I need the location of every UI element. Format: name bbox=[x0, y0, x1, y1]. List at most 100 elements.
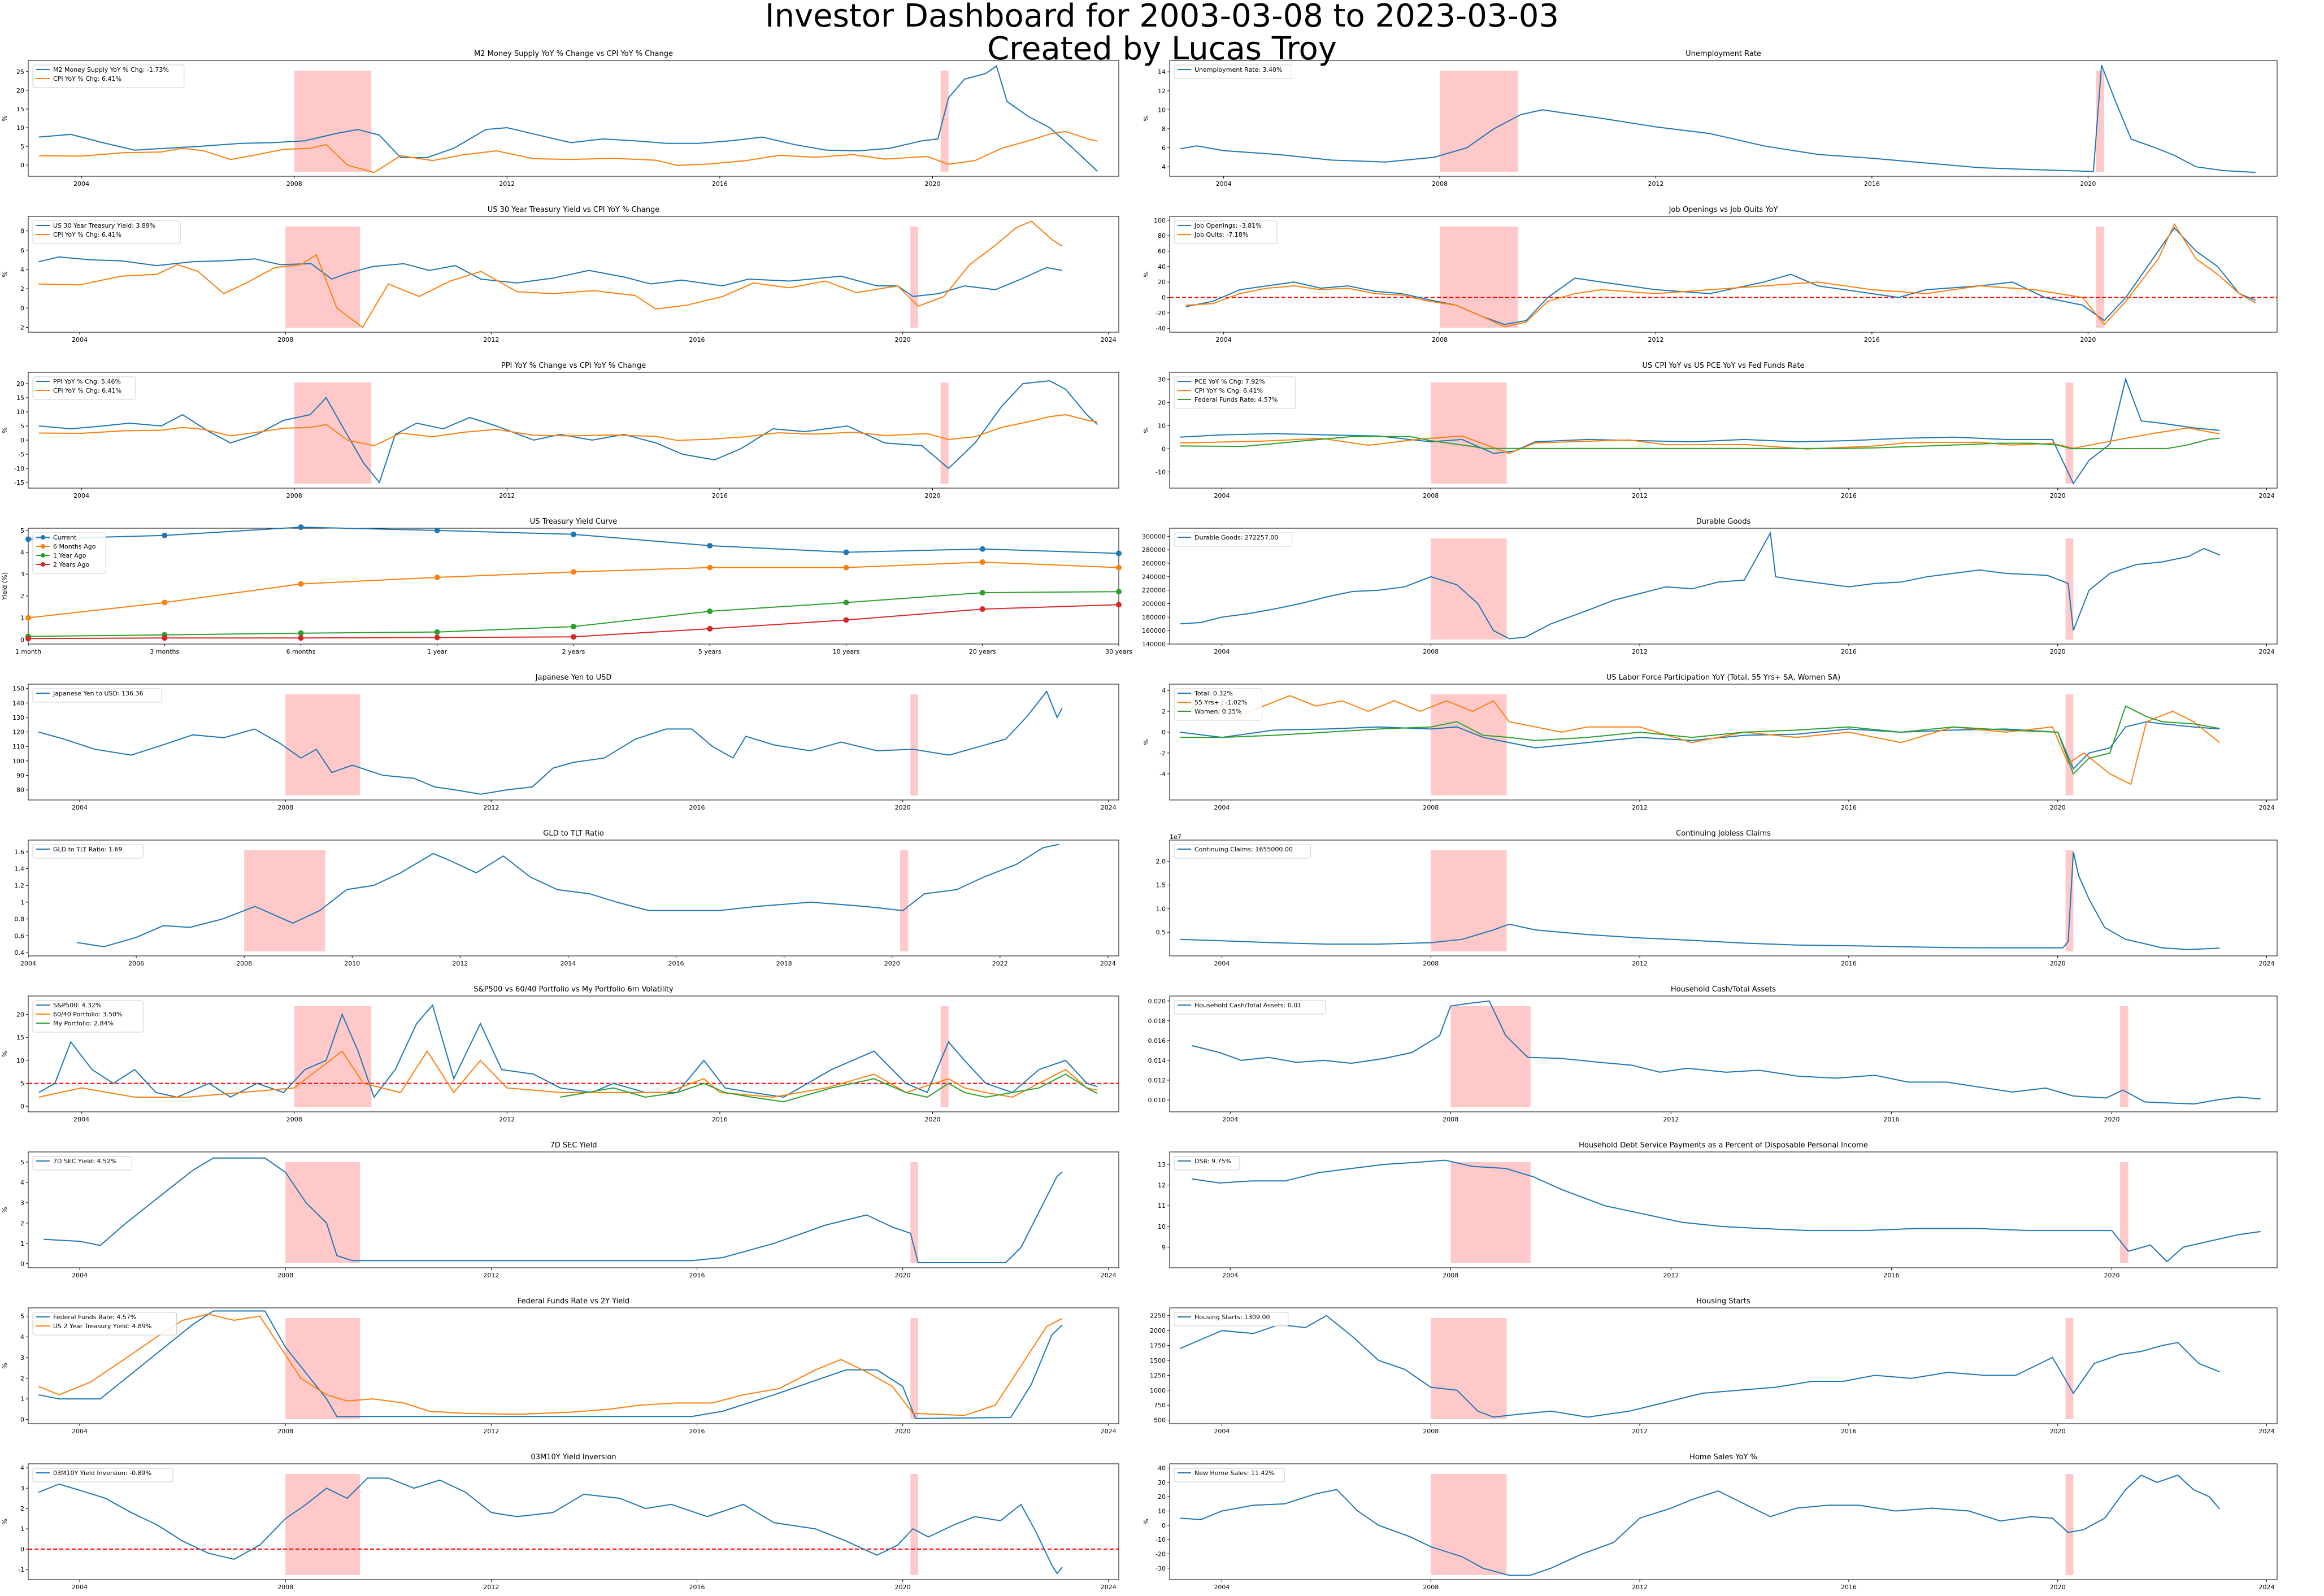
y-tick-label: 10 bbox=[1158, 1223, 1166, 1230]
legend-entry: Continuing Claims: 1655000.00 bbox=[1194, 846, 1293, 853]
x-tick-label: 2004 bbox=[1214, 1584, 1230, 1591]
x-tick-label: 2020 bbox=[895, 804, 911, 811]
legend-entry: 6 Months Ago bbox=[53, 543, 96, 550]
y-tick-label: 10 bbox=[16, 124, 24, 132]
plot-frame bbox=[28, 1463, 1119, 1580]
y-tick-label: 0 bbox=[20, 1546, 24, 1553]
plot-frame bbox=[1169, 60, 2278, 177]
chart-title: PPI YoY % Change vs CPI YoY % Change bbox=[501, 362, 646, 370]
chart-housing-starts: Housing Starts 500 750 1000 1250 1500 1750 2000… bbox=[1150, 1297, 2278, 1435]
recession-band bbox=[940, 1006, 949, 1107]
legend-box bbox=[32, 1312, 177, 1336]
x-tick-label: 2024 bbox=[2259, 1584, 2275, 1591]
y-tick-label: 10 bbox=[1158, 422, 1166, 429]
x-tick-label: 2004 bbox=[1222, 1116, 1238, 1123]
y-tick-label: 20 bbox=[1158, 1493, 1166, 1501]
x-tick-label: 2012 bbox=[1632, 648, 1648, 655]
x-tick-label: 2020 bbox=[2080, 336, 2096, 343]
chart-unemployment: Unemployment Rate 4 6 8 10 12 14 2004 2008 2012 20… bbox=[1143, 50, 2278, 188]
legend-entry: S&P500: 4.32% bbox=[53, 1002, 101, 1009]
recession-band bbox=[910, 694, 918, 795]
chart-title: S&P500 vs 60/40 Portfolio vs My Portfoli… bbox=[474, 985, 674, 994]
recession-band bbox=[1431, 694, 1507, 795]
x-tick-label: 2020 bbox=[895, 336, 911, 343]
x-tick-label: 2016 bbox=[1841, 492, 1857, 499]
recession-band bbox=[1431, 1318, 1507, 1419]
y-tick-label: 130 bbox=[12, 714, 24, 721]
chart-title: Durable Goods bbox=[1696, 517, 1751, 526]
legend-box bbox=[32, 688, 162, 703]
legend-entry: CPI YoY % Chg: 6.41% bbox=[53, 387, 121, 394]
series-point bbox=[571, 624, 576, 630]
y-tick-label: 20 bbox=[1158, 399, 1166, 406]
plot-frame bbox=[28, 216, 1119, 333]
chart-labor-force: US Labor Force Participation YoY (Total,… bbox=[1143, 673, 2278, 811]
y-tick-label: 0 bbox=[20, 437, 24, 444]
x-tick-label: 2012 bbox=[1632, 1428, 1648, 1435]
series-line bbox=[38, 1050, 1098, 1098]
y-tick-label: 1.0 bbox=[1156, 905, 1166, 912]
legend-entry: CPI YoY % Chg: 6.41% bbox=[1194, 387, 1263, 394]
x-tick-label: 2016 bbox=[1883, 1116, 1899, 1123]
chart-title: US Labor Force Participation YoY (Total,… bbox=[1606, 673, 1840, 682]
x-tick-label: 2008 bbox=[1423, 960, 1439, 967]
y-tick-label: 260000 bbox=[1142, 560, 1166, 567]
y-tick-label: 0.6 bbox=[15, 932, 25, 940]
x-tick-label: 2020 bbox=[924, 1116, 940, 1123]
series-point bbox=[434, 527, 440, 533]
y-axis-label: % bbox=[1143, 1519, 1150, 1524]
series-point bbox=[843, 617, 849, 623]
x-tick-label: 2004 bbox=[1214, 492, 1230, 499]
series-point bbox=[1116, 589, 1122, 595]
y-tick-label: 160000 bbox=[1142, 627, 1166, 634]
x-tick-label: 2024 bbox=[2259, 960, 2275, 967]
y-tick-label: 100 bbox=[12, 758, 24, 765]
recession-band bbox=[2120, 1006, 2128, 1107]
legend-entry: Current bbox=[53, 534, 77, 541]
legend-box bbox=[1174, 376, 1296, 409]
y-tick-label: 2250 bbox=[1150, 1312, 1166, 1320]
y-tick-label: 1 bbox=[20, 1525, 24, 1533]
dashboard-title-line2: Created by Lucas Troy bbox=[987, 31, 1337, 67]
chart-title: Japanese Yen to USD bbox=[535, 673, 612, 682]
y-tick-label: 0 bbox=[20, 1416, 24, 1424]
series-line bbox=[38, 220, 1063, 328]
series-point bbox=[571, 569, 576, 575]
recession-band bbox=[1431, 1474, 1507, 1575]
chart-home-sales: Home Sales YoY % -30 -20 -10 0 10 20 30 40 2004 20… bbox=[1143, 1453, 2278, 1591]
series-line bbox=[1180, 436, 2220, 450]
chart-ppi-cpi: PPI YoY % Change vs CPI YoY % Change -15 -… bbox=[1, 362, 1119, 499]
recession-band bbox=[940, 382, 949, 484]
plot-frame bbox=[28, 840, 1119, 956]
chart-jolts: Job Openings vs Job Quits YoY -40 -20 0 20 40… bbox=[1143, 206, 2278, 343]
chart-title: Unemployment Rate bbox=[1686, 50, 1761, 58]
series-line bbox=[1180, 695, 2220, 785]
x-tick-label: 2008 bbox=[286, 492, 302, 499]
chart-title: Federal Funds Rate vs 2Y Yield bbox=[518, 1297, 629, 1306]
x-tick-label: 2020 bbox=[2050, 960, 2066, 967]
chart-title: US 30 Year Treasury Yield vs CPI YoY % C… bbox=[488, 206, 660, 214]
chart-title: GLD to TLT Ratio bbox=[543, 829, 604, 838]
x-tick-label: 2004 bbox=[20, 960, 36, 967]
x-tick-label: 2016 bbox=[1841, 648, 1857, 655]
y-tick-label: 3 bbox=[20, 1485, 24, 1492]
legend-marker bbox=[41, 562, 45, 567]
legend-entry: 7D SEC Yield: 4.52% bbox=[53, 1158, 116, 1165]
y-tick-label: 150 bbox=[12, 685, 24, 693]
y-tick-label: 140 bbox=[12, 699, 24, 707]
x-tick-label: 2012 bbox=[483, 1428, 499, 1435]
legend-entry: Job Openings: -3.81% bbox=[1194, 222, 1262, 229]
series-point bbox=[162, 635, 168, 641]
y-tick-label: 25 bbox=[16, 68, 24, 76]
recession-band bbox=[2120, 1162, 2128, 1263]
recession-band bbox=[910, 1318, 918, 1419]
legend-box bbox=[32, 844, 144, 859]
series-point bbox=[843, 549, 849, 555]
y-tick-label: 2 bbox=[20, 1505, 24, 1512]
chart-continuing-claims: Continuing Jobless Claims 0.5 1.0 1.5 2.0 1e7… bbox=[1156, 829, 2278, 967]
chart-dsr: Household Debt Service Payments as a Per… bbox=[1158, 1141, 2278, 1279]
legend-box bbox=[1174, 844, 1311, 859]
chart-legend: M2 Money Supply YoY % Chg: -1.73% CPI YoY… bbox=[32, 64, 185, 88]
x-tick-label: 2016 bbox=[689, 1584, 705, 1591]
plot-frame bbox=[28, 995, 1119, 1112]
